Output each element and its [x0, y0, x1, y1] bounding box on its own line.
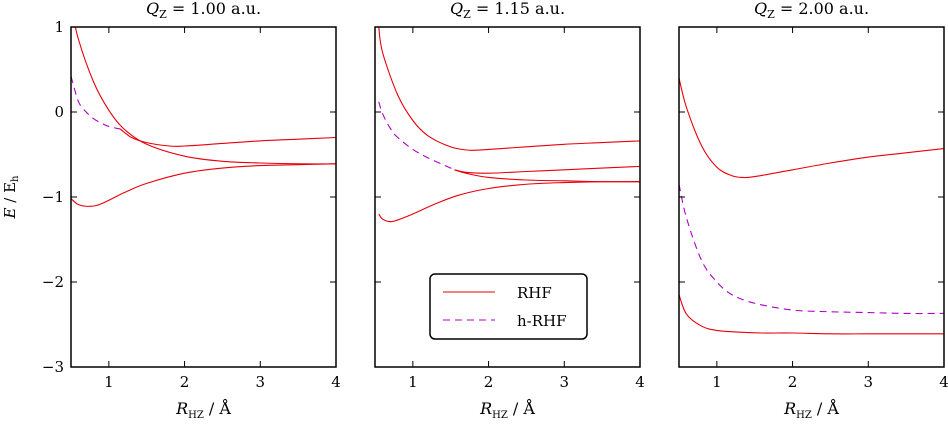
- y-tick-label: −2: [42, 273, 64, 291]
- y-tick-label: 1: [54, 18, 64, 36]
- x-tick-label: 2: [788, 373, 798, 391]
- panel-2: 1 2 3 4 QZ = 1.15 a.u. RHZ / Å: [374, 0, 645, 421]
- x-axis-label-rest: / Å: [508, 398, 536, 418]
- panel-title-rest: = 1.15 a.u.: [471, 0, 565, 18]
- panel-title: QZ = 2.00 a.u.: [754, 0, 869, 21]
- legend-rhf-label: RHF: [517, 284, 552, 302]
- y-axis-label-sub: h: [10, 175, 21, 182]
- x-tick-label: 3: [256, 373, 266, 391]
- panel-title-sub: Z: [463, 8, 471, 21]
- panel-title-var: Q: [146, 0, 159, 18]
- x-axis-label-sub: HZ: [188, 410, 204, 421]
- legend-hrhf-label: h-RHF: [517, 312, 567, 330]
- x-tick-label: 4: [939, 373, 948, 391]
- x-tick-label: 1: [104, 373, 114, 391]
- y-axis-label-sep: / E: [1, 182, 19, 208]
- panel-title-sub: Z: [767, 8, 775, 21]
- x-axis-label-var: R: [175, 399, 188, 418]
- panel-title-rest: = 2.00 a.u.: [775, 0, 869, 18]
- plot-frame: [678, 26, 945, 368]
- rhf-curve-2: [71, 163, 336, 207]
- x-axis-label-rest: / Å: [204, 398, 232, 418]
- rhf-curve-1: [378, 27, 640, 151]
- legend-box: [429, 273, 588, 340]
- curves: [378, 27, 640, 223]
- x-axis-label-var: R: [479, 399, 492, 418]
- panel-title-var: Q: [450, 0, 463, 18]
- hrhf-curve-5: [378, 101, 455, 171]
- x-axis-label-sub: HZ: [492, 410, 508, 421]
- x-tick-label: 2: [180, 373, 190, 391]
- plot-frame: [70, 26, 337, 368]
- x-axis-label-sub: HZ: [796, 410, 812, 421]
- panel-title-var: Q: [754, 0, 767, 18]
- x-axis-label: RHZ / Å: [479, 398, 535, 421]
- panel-title-rest: = 1.00 a.u.: [167, 0, 261, 18]
- y-axis-label-var: E: [1, 207, 19, 219]
- rhf-curve-3: [679, 294, 944, 335]
- rhf-curve-1: [74, 27, 336, 165]
- x-axis-label-rest: / Å: [812, 398, 840, 418]
- x-axis-label-var: R: [783, 399, 796, 418]
- x-tick-label: 3: [560, 373, 570, 391]
- x-tick-label: 3: [864, 373, 874, 391]
- legend: RHF h-RHF: [429, 273, 588, 340]
- panel-title: QZ = 1.00 a.u.: [146, 0, 261, 21]
- x-tick-label: 1: [408, 373, 418, 391]
- y-tick-label: −1: [42, 188, 64, 206]
- panel-title-sub: Z: [159, 8, 167, 21]
- rhf-curve-2: [378, 181, 640, 223]
- rhf-curve-3: [119, 128, 336, 147]
- y-tick-label: 0: [54, 103, 64, 121]
- curves: [71, 27, 336, 207]
- panel-1: 1 2 3 4 1 0 −1 −2 −3 QZ = 1.00 a.u. RHZ / Å: [42, 0, 341, 421]
- x-tick-label: 4: [635, 373, 645, 391]
- y-tick-label: −3: [42, 358, 64, 376]
- x-axis-label: RHZ / Å: [783, 398, 839, 421]
- rhf-curve-1: [679, 77, 944, 179]
- rhf-curve-3: [454, 165, 640, 174]
- x-axis-label: RHZ / Å: [175, 398, 231, 421]
- hrhf-curve-2: [679, 184, 944, 315]
- rhf-curve-4: [454, 169, 640, 183]
- x-tick-label: 4: [331, 373, 341, 391]
- panel-title: QZ = 1.15 a.u.: [450, 0, 565, 21]
- curves: [679, 77, 944, 335]
- hrhf-curve-4: [71, 76, 121, 130]
- x-tick-label: 1: [712, 373, 722, 391]
- y-axis-label: E / Eh: [1, 175, 21, 220]
- x-tick-label: 2: [484, 373, 494, 391]
- panel-3: 1 2 3 4 QZ = 2.00 a.u. RHZ / Å: [678, 0, 948, 421]
